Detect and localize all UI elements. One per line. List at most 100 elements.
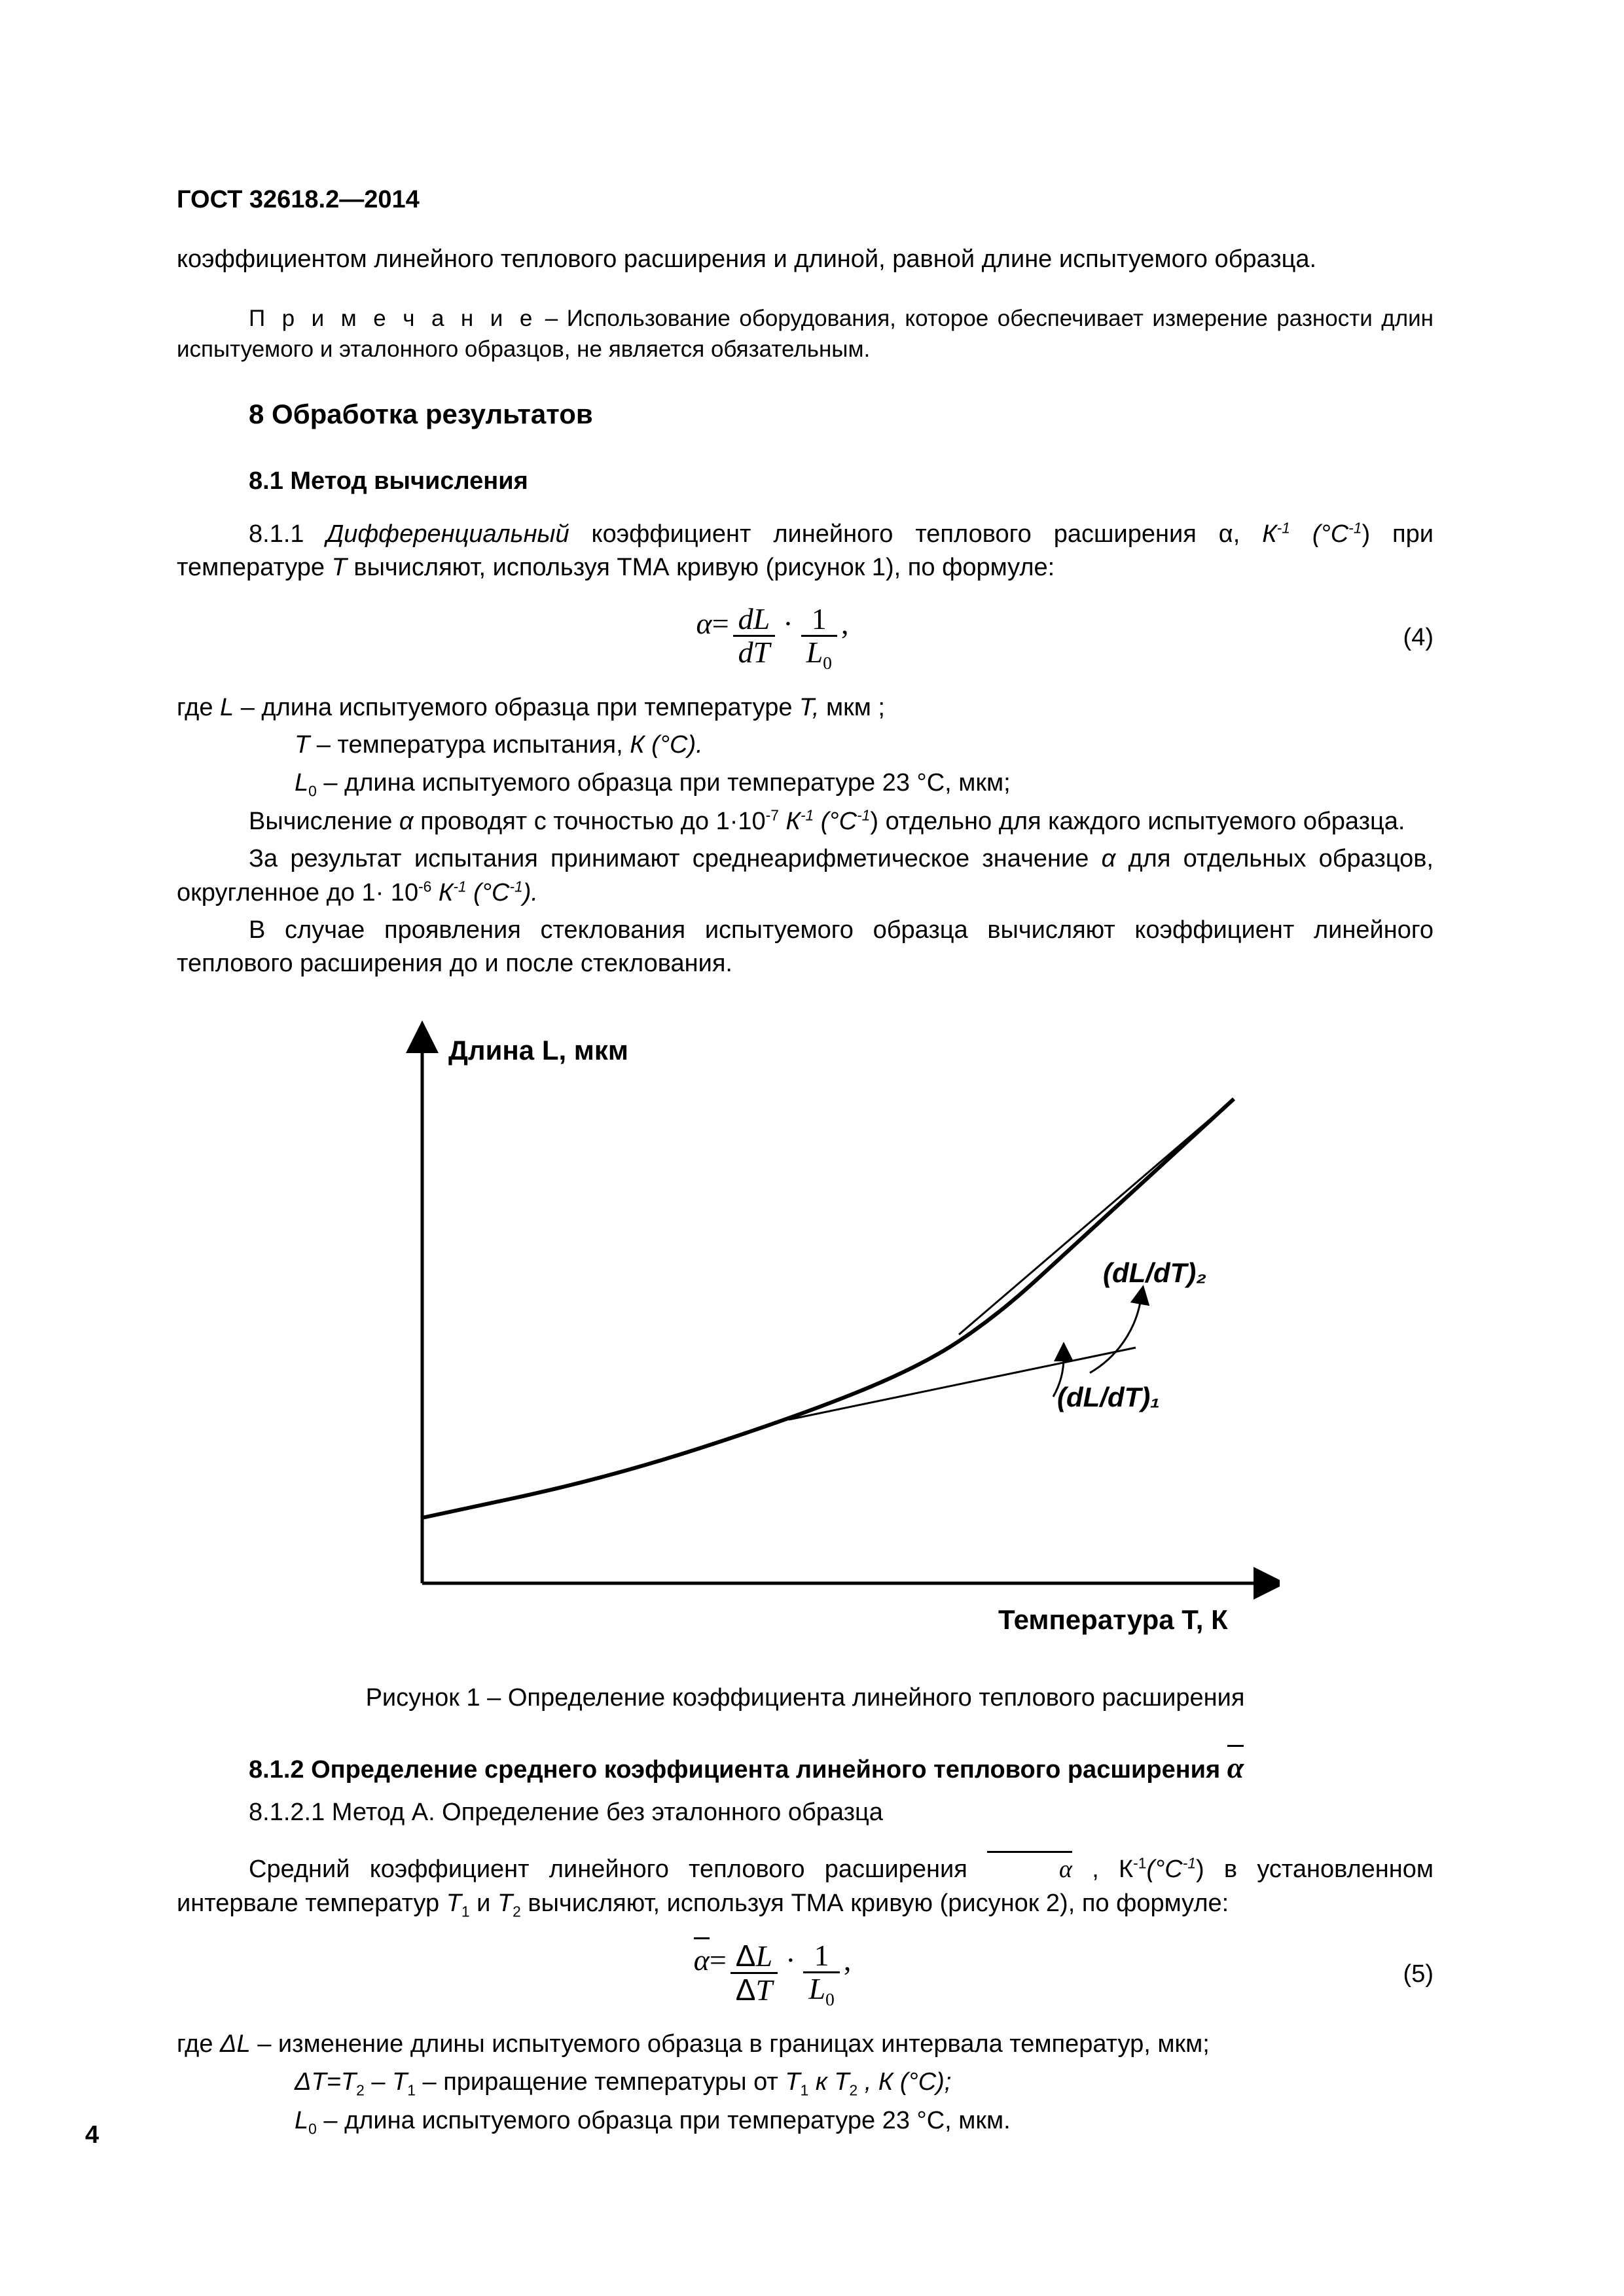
s812-plead: Средний коэффициент линейного теплового … (249, 1856, 987, 1883)
f5-comma: , (844, 1940, 852, 2009)
s812-T1: Т (446, 1890, 461, 1917)
w1-Tlead: Т (295, 731, 310, 759)
w2-dT: ΔΔТ=ТТ=Т (295, 2068, 356, 2096)
where-1-line3: L0 – длина испытуемого образца при темпе… (295, 766, 1434, 801)
formula-5-row: α = ΔL ΔT · 1 L0 , (5) (177, 1940, 1434, 2009)
f4-frac2: 1 L0 (801, 603, 837, 673)
w2-dLtext: – изменение длины испытуемого образца в … (251, 2030, 1210, 2058)
f4-num1: dL (733, 603, 776, 635)
w2-lead: где (177, 2030, 220, 2058)
p811-italic: Дифференциальный (326, 520, 569, 548)
w1-L0sub: 0 (308, 782, 317, 799)
w2-dTs1b: 1 (801, 2081, 809, 2098)
note-label: П р и м е ч а н и е (249, 306, 536, 331)
method-a-line: 8.1.2.1 Метод А. Определение без эталонн… (249, 1796, 1434, 1829)
paragraph-8-1-1: 8.1.1 Дифференциальный коэффициент линей… (177, 518, 1434, 585)
page-body: ГОСТ 32618.2—2014 коэффициентом линейног… (177, 183, 1434, 2143)
rp-alpha: α (1102, 845, 1116, 872)
section-8-heading: 8 Обработка результатов (249, 396, 1434, 433)
f5-eq: = (710, 1940, 727, 2009)
p811-k: К (1262, 520, 1276, 548)
cp-s2: -1 (801, 806, 814, 823)
rp-s3: -1 (509, 878, 522, 895)
s812-T1sub: 1 (461, 1903, 470, 1920)
cp-lead: Вычисление (249, 808, 399, 835)
rp-s1: -6 (418, 878, 431, 895)
f5-frac1: ΔL ΔT (731, 1940, 778, 2009)
rp-t5: ). (523, 879, 538, 906)
document-header: ГОСТ 32618.2—2014 (177, 183, 1434, 217)
where-2-line2: ΔΔТ=ТТ=Т2 – Т1 – приращение температуры … (295, 2066, 1434, 2100)
s812-lead: 8.1.2 Определение среднего коэффициента … (249, 1756, 1227, 1784)
s812-and: и (470, 1890, 497, 1917)
w2-dTs2: 2 (356, 2081, 365, 2098)
w2-L0sub: 0 (308, 2121, 317, 2138)
p811-tail3: вычисляют, используя ТМА кривую (рисунок… (347, 554, 1055, 581)
f4-eq: = (712, 603, 729, 673)
formula-4-number: (4) (1368, 621, 1434, 655)
rp-t4: (°С (467, 879, 510, 906)
figure-1-wrap: Длина L, мкмТемпература Т, К(dL/dT)₁(dL/… (177, 1020, 1434, 1649)
formula-4: α = dL dT · 1 L0 , (177, 603, 1368, 673)
f4-dot: · (779, 603, 797, 673)
alpha-bar-inline-icon: α (987, 1853, 1072, 1886)
w2-dTtext: – приращение температуры от (416, 2068, 785, 2096)
w2-dL: ΔL (220, 2030, 251, 2058)
where-2-line3: L0 – длина испытуемого образца при темпе… (295, 2104, 1434, 2139)
w1-Ttext: – температура испытания, (310, 731, 630, 759)
rp-t3 (431, 879, 439, 906)
p811-tail1: коэффициент линейного теплового расширен… (569, 520, 1263, 548)
f5-alpha-bar: α (694, 1940, 710, 2009)
cp-t4: ) отдельно для каждого испытуемого образ… (870, 808, 1405, 835)
p811-sup1: -1 (1277, 519, 1290, 536)
rp-t1: За результат испытания принимают среднеа… (249, 845, 1102, 872)
w1-T: Т, (799, 694, 819, 721)
w1-K: К (°С). (630, 731, 702, 759)
w1-L0text: – длина испытуемого образца при температ… (317, 769, 1011, 797)
p811-c: (°С (1290, 520, 1348, 548)
f4-num2: 1 (806, 603, 832, 635)
svg-text:(dL/dT)₁: (dL/dT)₁ (1057, 1382, 1160, 1412)
rp-s2: -1 (453, 878, 466, 895)
w2-dTmid: – (365, 2068, 392, 2096)
f5-frac2: 1 L0 (803, 1940, 839, 2009)
cp-K: К (786, 808, 801, 835)
w2-k: к (808, 2068, 834, 2096)
intro-paragraph: коэффициентом линейного теплового расшир… (177, 243, 1434, 276)
w2-dTs2b: 2 (850, 2081, 858, 2098)
w2-dTs1: 1 (407, 2081, 416, 2098)
w2-dTT1b: Т (785, 2068, 800, 2096)
f5-dot: · (782, 1940, 799, 2009)
svg-text:Температура Т, К: Температура Т, К (998, 1604, 1228, 1635)
cp-alpha: α (399, 808, 414, 835)
w2-dTtail: , К (°С); (857, 2068, 951, 2096)
f4-alpha: α (696, 603, 712, 673)
cp-t2 (779, 808, 786, 835)
w2-dTT2b: Т (834, 2068, 849, 2096)
f4-den2: L0 (801, 637, 837, 673)
svg-text:Длина L, мкм: Длина L, мкм (448, 1035, 628, 1066)
s812-pt2: (°С (1146, 1856, 1182, 1883)
figure-1-svg: Длина L, мкмТемпература Т, К(dL/dT)₁(dL/… (331, 1020, 1280, 1649)
glass-paragraph: В случае проявления стеклования испытуем… (177, 914, 1434, 981)
w1-lead: где (177, 694, 220, 721)
s812-ps2: -1 (1183, 1855, 1196, 1872)
alpha-bar-icon: α (1227, 1748, 1244, 1788)
calc-paragraph: Вычисление α проводят с точностью до 1·1… (177, 805, 1434, 838)
w2-L0text: – длина испытуемого образца при температ… (317, 2107, 1011, 2134)
f4-comma: , (841, 603, 849, 673)
rp-K: К (439, 879, 453, 906)
formula-5: α = ΔL ΔT · 1 L0 , (177, 1940, 1368, 2009)
f5-den1-T: T (756, 1973, 773, 2007)
f5-num2: 1 (809, 1940, 835, 1971)
figure-1-caption: Рисунок 1 – Определение коэффициента лин… (177, 1681, 1434, 1715)
paragraph-8-1-2-1: Средний коэффициент линейного теплового … (177, 1853, 1434, 1922)
w2-L0: L (295, 2107, 308, 2134)
f5-num1-L: L (756, 1939, 773, 1973)
s812-pt4: вычисляют, используя ТМА кривую (рисунок… (521, 1890, 1229, 1917)
f5-den2: L0 (803, 1973, 839, 2009)
cp-t1: проводят с точностью до 1·10 (414, 808, 766, 835)
cp-t3: (°С (814, 808, 857, 835)
s812-T2: Т (497, 1890, 513, 1917)
subsection-8-1-heading: 8.1 Метод вычисления (249, 465, 1434, 498)
